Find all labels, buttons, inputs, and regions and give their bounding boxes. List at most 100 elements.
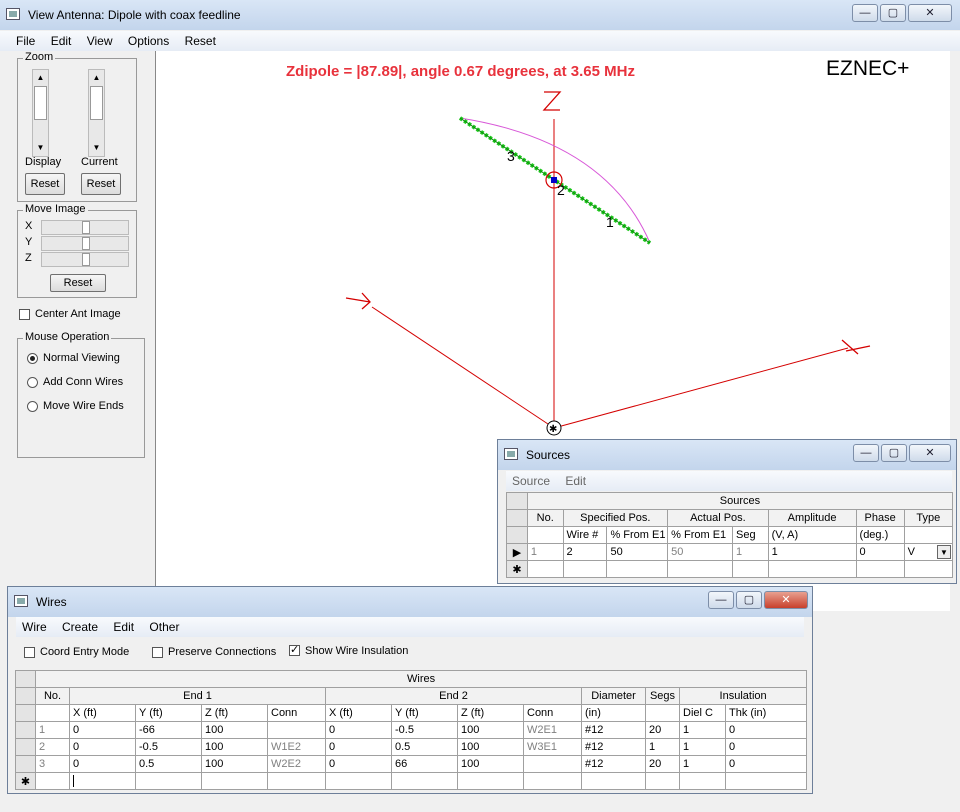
diel-cell[interactable]: 1 xyxy=(679,721,726,739)
scroll-thumb[interactable] xyxy=(90,86,103,120)
sources-maximize-button[interactable]: ▢ xyxy=(881,444,907,462)
dia-cell[interactable]: #12 xyxy=(581,738,646,756)
segs-cell[interactable]: 1 xyxy=(645,738,680,756)
show-wire-insulation-label[interactable]: Show Wire Insulation xyxy=(305,645,409,657)
table-row[interactable]: ▶ 1 2 50 50 1 1 0 V ▼ xyxy=(506,543,954,561)
center-ant-image-checkbox[interactable] xyxy=(19,309,30,320)
thk-cell[interactable]: 0 xyxy=(724,755,808,773)
new-row-indicator[interactable]: ✱ xyxy=(15,772,36,790)
x1-cell[interactable]: 0 xyxy=(69,721,136,739)
source-pct-cell[interactable]: 50 xyxy=(606,543,669,561)
empty-cell[interactable] xyxy=(267,772,326,790)
empty-cell[interactable] xyxy=(855,560,905,578)
table-row-new[interactable]: ✱ xyxy=(506,560,954,578)
maximize-button[interactable]: ▢ xyxy=(880,4,906,22)
move-z-scrollbar[interactable] xyxy=(41,252,129,267)
sources-titlebar[interactable]: Sources — ▢ ✕ xyxy=(498,440,956,470)
minimize-button[interactable]: — xyxy=(852,4,878,22)
source-type-value[interactable]: V xyxy=(907,546,916,558)
y2-cell[interactable]: 0.5 xyxy=(391,738,458,756)
x1-cell[interactable]: 0 xyxy=(69,738,136,756)
empty-cell[interactable] xyxy=(201,772,268,790)
table-row-new[interactable]: ✱ xyxy=(15,772,808,790)
z1-cell[interactable]: 100 xyxy=(201,738,268,756)
empty-cell[interactable] xyxy=(645,772,680,790)
scroll-thumb[interactable] xyxy=(82,237,90,250)
empty-cell[interactable] xyxy=(135,772,202,790)
empty-cell[interactable] xyxy=(767,560,857,578)
x2-cell[interactable]: 0 xyxy=(325,721,392,739)
y1-cell[interactable]: -66 xyxy=(135,721,202,739)
thk-cell[interactable]: 0 xyxy=(724,721,808,739)
normal-viewing-label[interactable]: Normal Viewing xyxy=(43,352,120,364)
edit-cursor-cell[interactable] xyxy=(69,772,136,790)
move-x-scrollbar[interactable] xyxy=(41,220,129,235)
source-phase-cell[interactable]: 0 xyxy=(855,543,905,561)
empty-cell[interactable] xyxy=(457,772,524,790)
scroll-thumb[interactable] xyxy=(82,253,90,266)
normal-viewing-radio[interactable] xyxy=(27,353,38,364)
menu-source[interactable]: Source xyxy=(512,474,551,488)
scroll-down-arrow[interactable]: ▼ xyxy=(92,143,101,152)
z2-cell[interactable]: 100 xyxy=(457,738,524,756)
z2-cell[interactable]: 100 xyxy=(457,755,524,773)
empty-cell[interactable] xyxy=(35,772,70,790)
show-wire-insulation-checkbox[interactable]: ✓ xyxy=(289,644,300,656)
empty-cell[interactable] xyxy=(562,560,608,578)
source-wire-cell[interactable]: 2 xyxy=(562,543,608,561)
empty-cell[interactable] xyxy=(732,560,769,578)
empty-cell[interactable] xyxy=(325,772,392,790)
y2-cell[interactable]: 66 xyxy=(391,755,458,773)
x2-cell[interactable]: 0 xyxy=(325,738,392,756)
y2-cell[interactable]: -0.5 xyxy=(391,721,458,739)
table-row[interactable]: 2 0 -0.5 100 W1E2 0 0.5 100 W3E1 #12 1 1… xyxy=(15,738,808,756)
empty-cell[interactable] xyxy=(903,560,954,578)
current-zoom-scrollbar[interactable]: ▲ ▼ xyxy=(88,69,105,157)
menu-other[interactable]: Other xyxy=(149,620,180,634)
row-header-cell[interactable] xyxy=(15,721,36,739)
menu-create[interactable]: Create xyxy=(62,620,99,634)
menu-reset[interactable]: Reset xyxy=(184,34,216,48)
display-zoom-scrollbar[interactable]: ▲ ▼ xyxy=(32,69,49,157)
move-image-reset-button[interactable]: Reset xyxy=(50,274,106,292)
source-amp-cell[interactable]: 1 xyxy=(767,543,857,561)
row-header-cell[interactable] xyxy=(15,755,36,773)
table-row[interactable]: 3 0 0.5 100 W2E2 0 66 100 #12 20 1 0 xyxy=(15,755,808,773)
add-conn-wires-radio[interactable] xyxy=(27,377,38,388)
empty-cell[interactable] xyxy=(391,772,458,790)
segs-cell[interactable]: 20 xyxy=(645,721,680,739)
menu-view[interactable]: View xyxy=(86,34,113,48)
empty-cell[interactable] xyxy=(724,772,808,790)
dropdown-arrow-icon[interactable]: ▼ xyxy=(937,545,951,559)
preserve-connections-checkbox[interactable] xyxy=(152,647,163,658)
empty-cell[interactable] xyxy=(606,560,669,578)
menu-edit[interactable]: Edit xyxy=(565,474,587,488)
sources-minimize-button[interactable]: — xyxy=(853,444,879,462)
diel-cell[interactable]: 1 xyxy=(679,738,726,756)
coord-entry-mode-label[interactable]: Coord Entry Mode xyxy=(40,646,130,658)
y1-cell[interactable]: -0.5 xyxy=(135,738,202,756)
source-type-cell[interactable]: V ▼ xyxy=(903,543,954,561)
empty-cell[interactable] xyxy=(667,560,734,578)
y1-cell[interactable]: 0.5 xyxy=(135,755,202,773)
thk-cell[interactable]: 0 xyxy=(724,738,808,756)
move-wire-ends-label[interactable]: Move Wire Ends xyxy=(43,400,124,412)
scroll-thumb[interactable] xyxy=(82,221,90,234)
empty-cell[interactable] xyxy=(679,772,726,790)
main-titlebar[interactable]: View Antenna: Dipole with coax feedline … xyxy=(0,0,960,30)
diel-cell[interactable]: 1 xyxy=(679,755,726,773)
wires-maximize-button[interactable]: ▢ xyxy=(736,591,762,609)
menu-file[interactable]: File xyxy=(16,34,36,48)
x2-cell[interactable]: 0 xyxy=(325,755,392,773)
row-header-cell[interactable] xyxy=(15,738,36,756)
center-ant-image-label[interactable]: Center Ant Image xyxy=(35,308,121,320)
scroll-up-arrow[interactable]: ▲ xyxy=(36,73,45,82)
z1-cell[interactable]: 100 xyxy=(201,721,268,739)
display-reset-button[interactable]: Reset xyxy=(25,173,65,195)
menu-options[interactable]: Options xyxy=(127,34,170,48)
empty-cell[interactable] xyxy=(581,772,646,790)
z1-cell[interactable]: 100 xyxy=(201,755,268,773)
preserve-connections-label[interactable]: Preserve Connections xyxy=(168,646,277,658)
scroll-down-arrow[interactable]: ▼ xyxy=(36,143,45,152)
x1-cell[interactable]: 0 xyxy=(69,755,136,773)
